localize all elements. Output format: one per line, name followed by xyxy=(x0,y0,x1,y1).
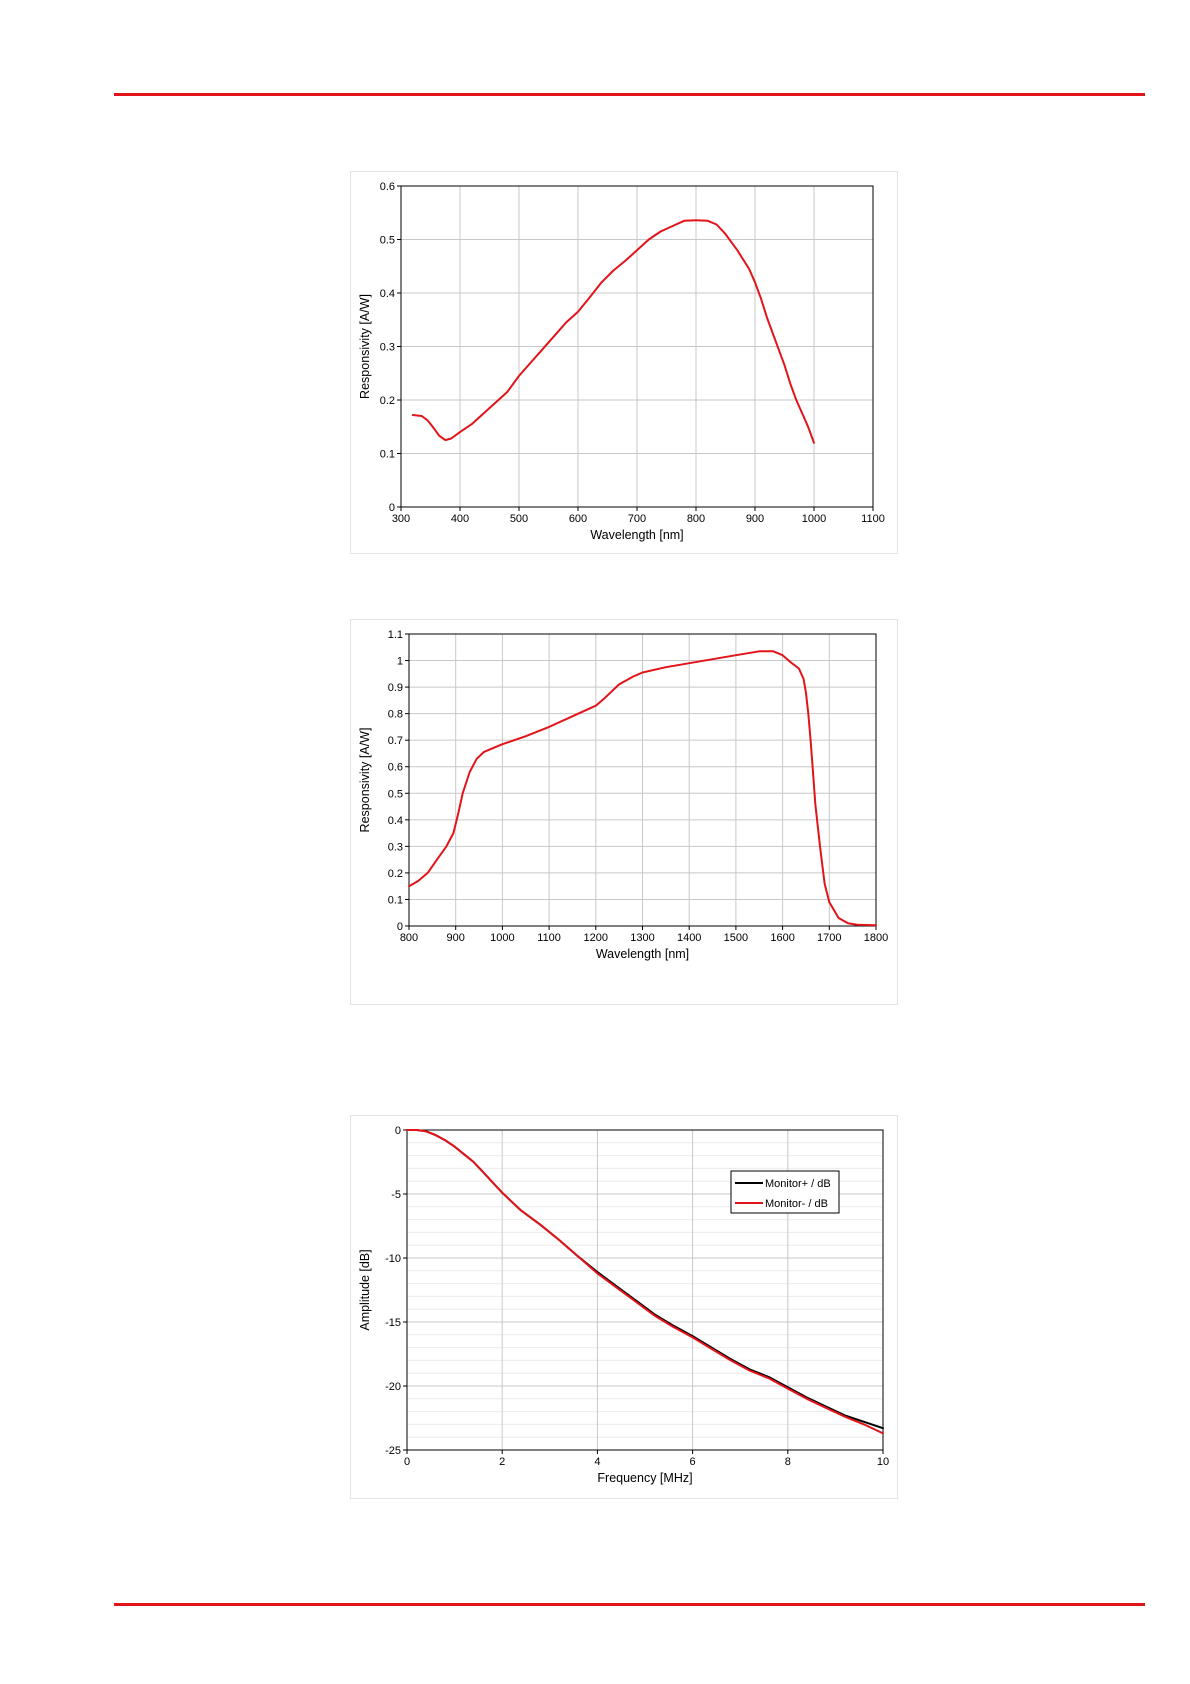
y-tick-label: 1 xyxy=(397,656,403,668)
x-tick-label: 500 xyxy=(510,513,528,525)
x-tick-label: 1700 xyxy=(817,932,841,944)
responsivity-chart-uv-vis: 300 400 500 600 700 800 900 1000 1100 0 0.1 0.2 0.3 0… xyxy=(350,171,898,554)
y-tick-label: 0.7 xyxy=(388,735,403,747)
y-axis-label: Responsivity [A/W] xyxy=(358,294,372,399)
footer-rule xyxy=(114,1603,1145,1606)
x-tick-label: 1800 xyxy=(864,932,888,944)
x-tick-label: 4 xyxy=(594,1456,600,1468)
y-tick-label: 0 xyxy=(389,502,395,514)
x-tick-label: 1100 xyxy=(861,513,885,525)
x-tick-label: 1000 xyxy=(802,513,826,525)
x-tick-label: 8 xyxy=(785,1456,791,1468)
x-tick-label: 800 xyxy=(687,513,705,525)
y-tick-label: -5 xyxy=(391,1189,401,1201)
chart-svg: 300 400 500 600 700 800 900 1000 1100 0 0.1 0.2 0.3 0… xyxy=(358,181,885,542)
y-tick-label: 0.5 xyxy=(380,235,395,247)
x-tick-label: 1400 xyxy=(677,932,701,944)
x-tick-label: 800 xyxy=(400,932,418,944)
y-tick-label: 0.4 xyxy=(388,815,403,827)
series-line-1 xyxy=(408,650,877,927)
x-axis-label: Wavelength [nm] xyxy=(590,528,683,542)
x-axis-label: Wavelength [nm] xyxy=(596,947,689,961)
x-tick-label: 1600 xyxy=(770,932,794,944)
x-tick-label: 1500 xyxy=(724,932,748,944)
y-tick-label: 0.5 xyxy=(388,788,403,800)
x-tick-label: 900 xyxy=(447,932,465,944)
frequency-response-chart: 0 2 4 6 8 10 0 -5 -10 -15 -20 -25 Frequency [MHz] Amp… xyxy=(350,1115,898,1499)
x-axis-label: Frequency [MHz] xyxy=(597,1471,692,1485)
y-tick-label: 0.1 xyxy=(380,449,395,461)
y-tick-label: -25 xyxy=(385,1445,401,1457)
y-tick-label: 1.1 xyxy=(388,629,403,641)
x-tick-label: 1100 xyxy=(537,932,561,944)
y-tick-label: 0.6 xyxy=(388,762,403,774)
header-rule xyxy=(114,93,1145,96)
x-tick-label: 400 xyxy=(451,513,469,525)
legend-entry: Monitor+ / dB xyxy=(765,1178,831,1190)
x-tick-label: 300 xyxy=(392,513,410,525)
y-axis-label: Amplitude [dB] xyxy=(358,1249,372,1330)
y-tick-label: 0.2 xyxy=(380,395,395,407)
y-tick-label: 0.9 xyxy=(388,682,403,694)
x-tick-label: 0 xyxy=(404,1456,410,1468)
responsivity-chart-nir: 800 900 1000 1100 1200 1300 1400 1500 1600 1700 18… xyxy=(350,619,898,1005)
chart-svg: 800 900 1000 1100 1200 1300 1400 1500 1600 1700 18… xyxy=(358,629,888,961)
x-tick-label: 1000 xyxy=(490,932,514,944)
y-tick-label: 0 xyxy=(397,921,403,933)
x-tick-label: 900 xyxy=(746,513,764,525)
legend-box xyxy=(730,1170,840,1214)
y-axis-label: Responsivity [A/W] xyxy=(358,728,372,833)
x-tick-label: 10 xyxy=(877,1456,889,1468)
y-tick-label: 0.2 xyxy=(388,868,403,880)
y-tick-label: -10 xyxy=(385,1253,401,1265)
y-tick-label: -20 xyxy=(385,1381,401,1393)
x-tick-label: 6 xyxy=(690,1456,696,1468)
y-tick-label: 0.3 xyxy=(388,841,403,853)
series-line-2 xyxy=(406,1129,884,1435)
y-tick-label: 0.8 xyxy=(388,709,403,721)
y-tick-label: 0.6 xyxy=(380,181,395,193)
x-tick-label: 2 xyxy=(499,1456,505,1468)
y-tick-label: 0.3 xyxy=(380,342,395,354)
y-tick-label: 0 xyxy=(395,1125,401,1137)
x-tick-label: 600 xyxy=(569,513,587,525)
y-tick-label: 0.4 xyxy=(380,288,395,300)
x-tick-label: 1300 xyxy=(630,932,654,944)
y-tick-label: -15 xyxy=(385,1317,401,1329)
x-tick-label: 1200 xyxy=(584,932,608,944)
series-line-1 xyxy=(411,219,815,444)
x-tick-label: 700 xyxy=(628,513,646,525)
chart-svg: 0 2 4 6 8 10 0 -5 -10 -15 -20 -25 Frequency [MHz] Amp… xyxy=(358,1125,889,1485)
legend-entry: Monitor- / dB xyxy=(765,1198,828,1210)
y-tick-label: 0.1 xyxy=(388,894,403,906)
plot-area-border xyxy=(406,1129,884,1451)
